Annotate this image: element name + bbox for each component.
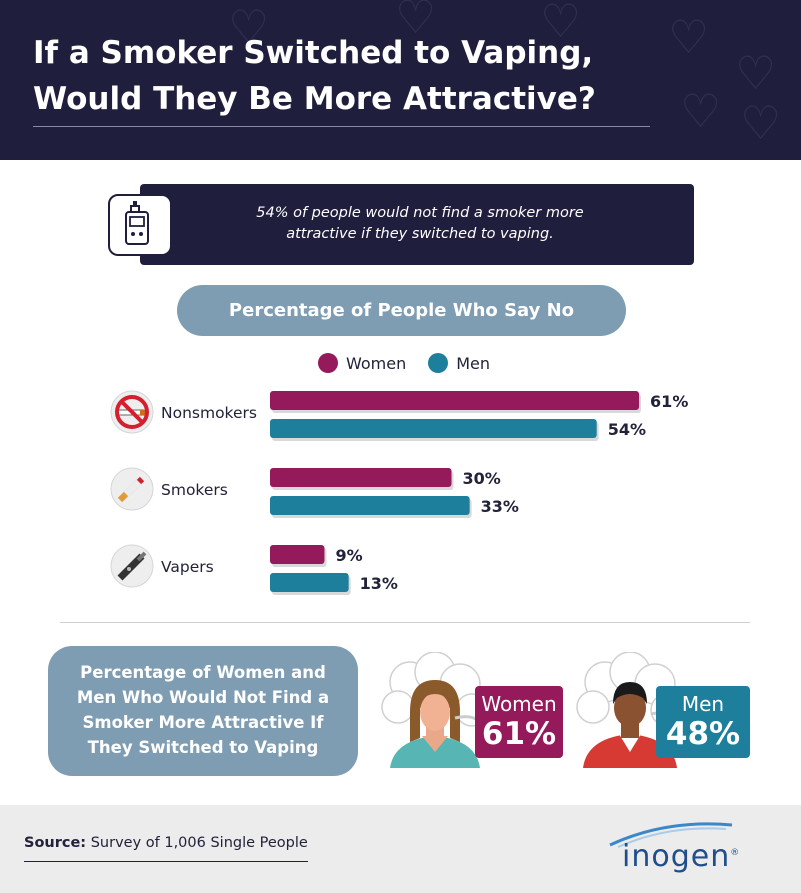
chart-title: Percentage of People Who Say No (177, 285, 626, 336)
women-stat-value: 61% (481, 716, 557, 752)
vape-pen-tip (136, 551, 147, 562)
legend-swatch-women (318, 353, 338, 373)
vape-device-icon (108, 194, 172, 256)
source-text: Survey of 1,006 Single People (90, 835, 308, 851)
women-stat-label: Women (481, 692, 557, 716)
vape-pen-button (127, 567, 131, 571)
cigarette-ember (136, 476, 145, 485)
source-note: Source: Survey of 1,006 Single People (24, 835, 308, 851)
title-line-2: Would They Be More Attractive? (33, 81, 596, 117)
bar-women (270, 468, 452, 487)
bar-men (270, 573, 349, 592)
category-label: Vapers (161, 558, 214, 576)
summary-text: Percentage of Women and Men Who Would No… (62, 660, 344, 760)
title-line-1: If a Smoker Switched to Vaping, (33, 35, 594, 71)
category-label: Nonsmokers (161, 404, 257, 422)
men-stat-label: Men (681, 692, 725, 716)
bar-men (270, 419, 597, 438)
inogen-logo: inogen® (622, 839, 740, 874)
source-label: Source: (24, 835, 87, 851)
heart-decoration-icon: ♡ (740, 96, 782, 150)
heart-decoration-icon: ♡ (680, 84, 722, 138)
data-label: 13% (360, 574, 398, 593)
key-stat-line-2: attractive if they switched to vaping. (286, 226, 554, 242)
page-title: If a Smoker Switched to Vaping, Would Th… (33, 30, 683, 122)
summary-callout: Percentage of Women and Men Who Would No… (48, 646, 358, 776)
data-label: 9% (335, 546, 362, 565)
legend-label-women: Women (346, 353, 407, 373)
category-label: Smokers (161, 481, 228, 499)
data-label: 61% (650, 392, 688, 411)
cigarette-filter (117, 491, 129, 503)
legend-swatch-men (428, 353, 449, 373)
heart-decoration-icon: ♡ (228, 0, 270, 54)
heart-decoration-icon: ♡ (735, 46, 777, 100)
men-stat-value: 48% (665, 716, 741, 752)
bar-men (270, 496, 470, 515)
header-banner: ♡ ♡ ♡ ♡ ♡ ♡ ♡ If a Smoker Switched to Va… (0, 0, 801, 160)
heart-decoration-icon: ♡ (395, 0, 437, 44)
section-divider (60, 622, 750, 623)
woman-avatar-icon (381, 652, 489, 768)
data-label: 54% (608, 420, 646, 439)
summary-line-3: Smoker More Attractive If (82, 713, 324, 732)
legend-label-men: Men (456, 353, 491, 373)
footer: Source: Survey of 1,006 Single People in… (0, 805, 801, 893)
summary-line-1: Percentage of Women and (80, 663, 326, 682)
title-underline (33, 126, 650, 127)
no-smoking-ring (115, 395, 149, 429)
data-label: 33% (481, 497, 519, 516)
source-underline (24, 861, 308, 862)
men-stat-tag: Men 48% (656, 686, 750, 758)
bar-chart: Nonsmokers 61%54% Smokers 30% 33% Vapers 9% 13% (110, 390, 688, 595)
women-stat-tag: Women 61% (475, 686, 563, 758)
summary-line-4: They Switched to Vaping (87, 738, 319, 757)
heart-decoration-icon: ♡ (668, 10, 710, 64)
data-label: 30% (463, 469, 501, 488)
key-stat-line-1: 54% of people would not find a smoker mo… (256, 205, 584, 221)
key-stat-box: 54% of people would not find a smoker mo… (140, 184, 694, 265)
no-smoking-cigarette-tip (140, 410, 145, 415)
logo-swoosh-icon (609, 822, 733, 848)
logo-wordmark: inogen (622, 839, 731, 874)
bar-women (270, 391, 640, 410)
chart-legend: Women Men (318, 352, 512, 374)
logo-registered-mark: ® (730, 848, 741, 858)
no-smoking-slash (120, 400, 144, 424)
heart-decoration-icon: ♡ (540, 0, 582, 48)
summary-line-2: Men Who Would Not Find a (76, 688, 330, 707)
bar-women (270, 545, 325, 564)
key-stat-text: 54% of people would not find a smoker mo… (180, 203, 660, 245)
